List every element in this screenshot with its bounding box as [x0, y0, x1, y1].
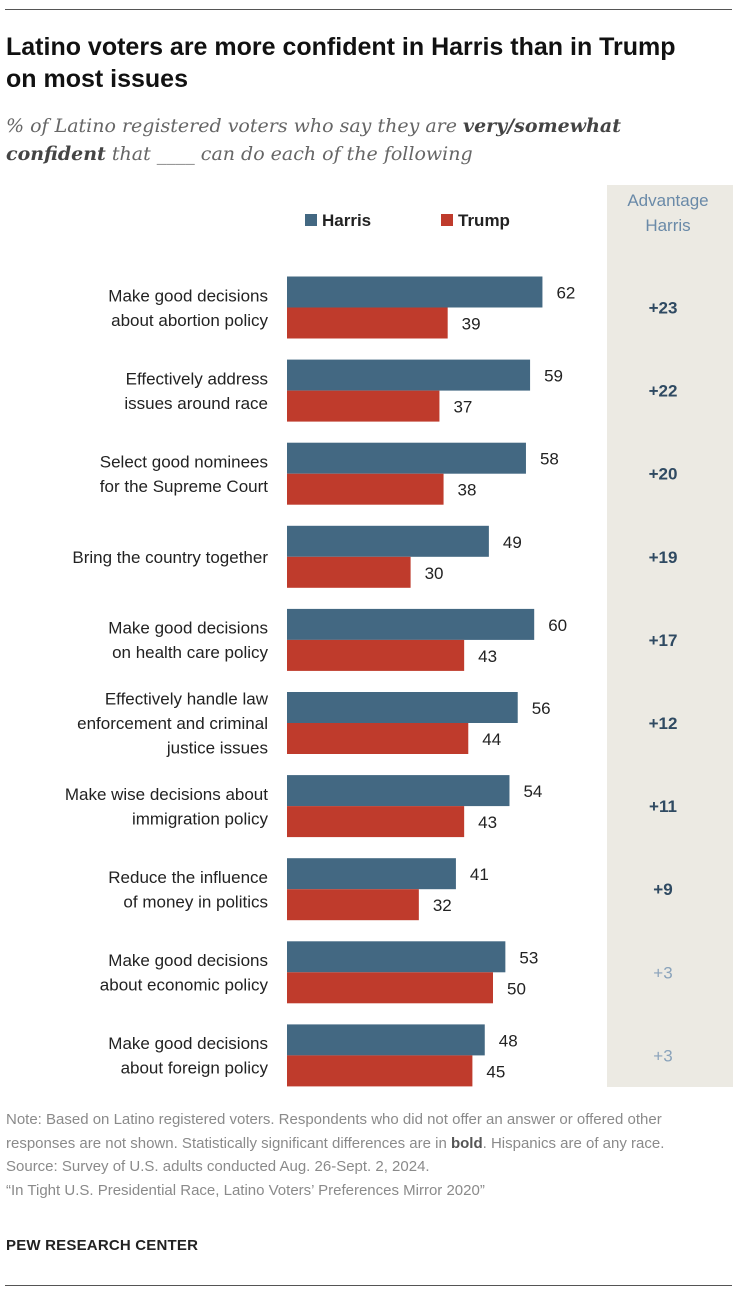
category-label: Bring the country together [72, 548, 268, 567]
category-label: about abortion policy [111, 311, 268, 330]
bar-harris [287, 525, 489, 557]
value-label-harris: 60 [548, 616, 567, 635]
bar-trump [287, 889, 419, 921]
category-label: Make good decisions [108, 1034, 268, 1053]
advantage-value: +23 [649, 299, 678, 318]
brand-name: PEW RESEARCH CENTER [6, 1237, 199, 1254]
category-label: on health care policy [112, 643, 268, 662]
category-label: about foreign policy [121, 1059, 269, 1078]
category-label: for the Supreme Court [100, 477, 268, 496]
advantage-header-line: Advantage [627, 191, 708, 210]
bar-trump [287, 806, 465, 838]
value-label-trump: 43 [478, 813, 497, 832]
notes: Note: Based on Latino registered voters.… [6, 1108, 731, 1202]
advantage-header-line: Harris [645, 216, 690, 235]
category-label: Select good nominees [100, 452, 268, 471]
value-label-harris: 53 [519, 948, 538, 967]
note-bold: bold [450, 1134, 483, 1152]
subtitle-prefix: % of Latino registered voters who say th… [6, 115, 464, 137]
category-label: Make wise decisions about [65, 785, 268, 804]
advantage-value: +9 [653, 880, 672, 899]
chart-title: Latino voters are more confident in Harr… [6, 33, 676, 93]
bar-chart: Advantage Harris Harris Trump Make good deci… [65, 185, 733, 1087]
value-label-trump: 45 [486, 1062, 505, 1081]
bar-trump [287, 307, 448, 339]
advantage-panel [607, 185, 733, 1087]
advantage-value: +22 [649, 382, 678, 401]
legend-swatch-harris [305, 214, 317, 226]
note-prefix: Note: Based on Latino registered voters.… [6, 1111, 662, 1152]
legend-swatch-trump [441, 214, 453, 226]
bar-harris [287, 276, 543, 308]
bar-harris [287, 692, 518, 723]
value-label-harris: 62 [556, 284, 575, 303]
value-label-trump: 39 [462, 315, 481, 334]
bar-trump [287, 639, 465, 671]
subtitle-suffix: that ____ can do each of the following [105, 143, 473, 165]
advantage-value: +17 [649, 631, 678, 650]
bottom-rule [5, 1285, 732, 1286]
advantage-value: +3 [653, 963, 672, 982]
category-label: enforcement and criminal [77, 714, 268, 733]
bar-harris [287, 442, 526, 474]
value-label-trump: 37 [453, 398, 472, 417]
value-label-trump: 32 [433, 896, 452, 915]
bar-trump [287, 723, 469, 754]
note-suffix: . Hispanics are of any race. [482, 1134, 665, 1152]
category-label: Make good decisions [108, 286, 268, 305]
value-label-harris: 54 [523, 782, 542, 801]
category-label: Make good decisions [108, 951, 268, 970]
value-label-trump: 43 [478, 647, 497, 666]
value-label-harris: 59 [544, 367, 563, 386]
value-label-harris: 48 [499, 1031, 518, 1050]
bar-trump [287, 1055, 473, 1087]
advantage-value: +12 [649, 714, 678, 733]
advantage-value: +3 [653, 1046, 672, 1065]
bar-trump [287, 390, 440, 422]
value-label-harris: 56 [532, 699, 551, 718]
advantage-value: +20 [649, 465, 678, 484]
category-label: Effectively address [126, 369, 268, 388]
value-label-trump: 38 [458, 481, 477, 500]
advantage-value: +19 [649, 548, 678, 567]
bar-harris [287, 359, 531, 391]
legend-label-harris: Harris [322, 211, 371, 230]
bar-harris [287, 608, 535, 640]
category-label: immigration policy [132, 809, 269, 828]
category-label: Make good decisions [108, 619, 268, 638]
category-label: about economic policy [100, 976, 269, 995]
category-label: issues around race [124, 394, 268, 413]
category-label: Effectively handle law [105, 690, 269, 709]
report-title: “In Tight U.S. Presidential Race, Latino… [6, 1181, 485, 1199]
bar-harris [287, 1024, 485, 1056]
value-label-trump: 50 [507, 979, 526, 998]
subtitle-emphasis: very/somewhat confident [6, 115, 621, 165]
value-label-trump: 44 [482, 730, 501, 749]
value-label-harris: 49 [503, 533, 522, 552]
top-rule [5, 9, 732, 10]
advantage-value: +11 [649, 797, 677, 816]
value-label-trump: 30 [425, 564, 444, 583]
category-label: Reduce the influence [108, 868, 268, 887]
bar-trump [287, 556, 411, 588]
category-label: of money in politics [123, 892, 268, 911]
note-text: Note: Based on Latino registered voters.… [6, 1108, 731, 1155]
bar-harris [287, 775, 510, 807]
value-label-harris: 41 [470, 865, 489, 884]
legend-label-trump: Trump [458, 211, 510, 230]
category-label: justice issues [166, 739, 268, 758]
bar-harris [287, 858, 456, 890]
bar-harris [287, 941, 506, 973]
value-label-harris: 58 [540, 450, 559, 469]
chart-subtitle: % of Latino registered voters who say th… [6, 112, 706, 168]
bar-trump [287, 972, 493, 1004]
bar-trump [287, 473, 444, 505]
source-text: Source: Survey of U.S. adults conducted … [6, 1158, 430, 1175]
